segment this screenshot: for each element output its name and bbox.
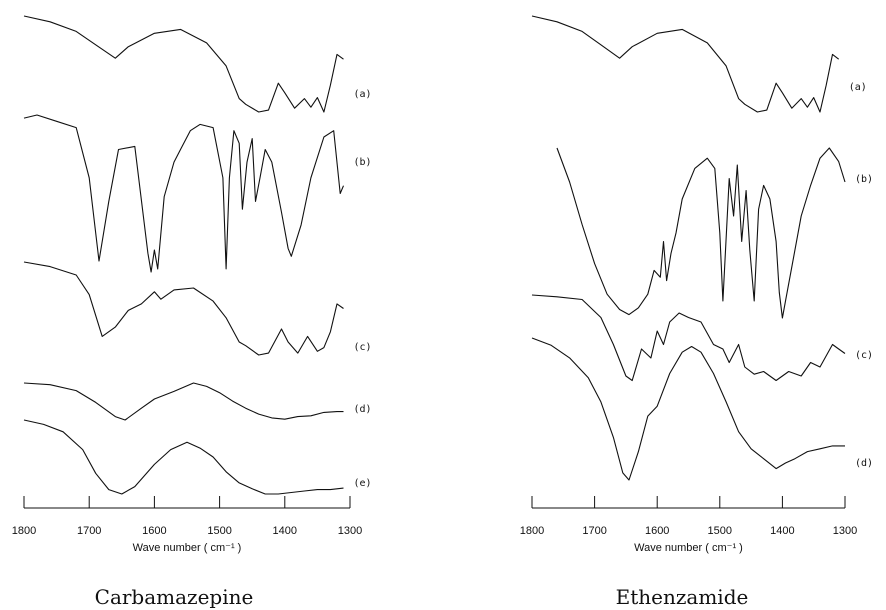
x-tick-label: 1800 [520, 525, 544, 537]
carbamazepine-title: Carbamazepine [95, 585, 254, 609]
spectrum-line-3 [23, 261, 344, 356]
spectrum-line-2 [23, 114, 345, 273]
x-tick-label: 1700 [77, 525, 101, 537]
spectrum-line-3 [531, 294, 846, 382]
x-tick-label: 1300 [833, 525, 857, 537]
x-tick-label: 1300 [338, 525, 362, 537]
x-tick-label: 1700 [582, 525, 606, 537]
x-tick-label: 1600 [645, 525, 669, 537]
x-tick-label: 1400 [770, 525, 794, 537]
ethenzamide-title: Ethenzamide [616, 585, 749, 609]
x-tick-label: 1500 [708, 525, 732, 537]
series-label: (c) [855, 350, 873, 361]
ethenzamide-panel: 1800 1700 1600 1500 1400 1300 Wave number ( cm… [520, 15, 873, 554]
spectrum-line-1 [531, 15, 840, 113]
spectrum-line-1 [23, 15, 344, 113]
x-tick-label: 1600 [142, 525, 166, 537]
x-axis-label: Wave number ( cm⁻¹ ) [634, 542, 743, 554]
series-label: (b) [353, 157, 371, 168]
series-label: (a) [849, 82, 867, 93]
series-label: (d) [855, 458, 873, 469]
series-label: (e) [353, 478, 371, 489]
series-label: (c) [353, 342, 371, 353]
series-label: (d) [353, 404, 371, 415]
x-axis-label: Wave number ( cm⁻¹ ) [133, 542, 242, 554]
spectrum-line-2 [556, 147, 846, 319]
spectrum-line-5 [23, 419, 344, 495]
carbamazepine-panel: 1800 1700 1600 1500 1400 1300 Wave number ( cm… [12, 15, 372, 554]
spectrum-line-4 [531, 337, 845, 481]
series-label: (b) [855, 174, 873, 185]
x-tick-label: 1500 [207, 525, 231, 537]
spectrum-line-4 [23, 382, 344, 421]
x-tick-label: 1400 [273, 525, 297, 537]
series-label: (a) [353, 89, 371, 100]
x-tick-label: 1800 [12, 525, 36, 537]
